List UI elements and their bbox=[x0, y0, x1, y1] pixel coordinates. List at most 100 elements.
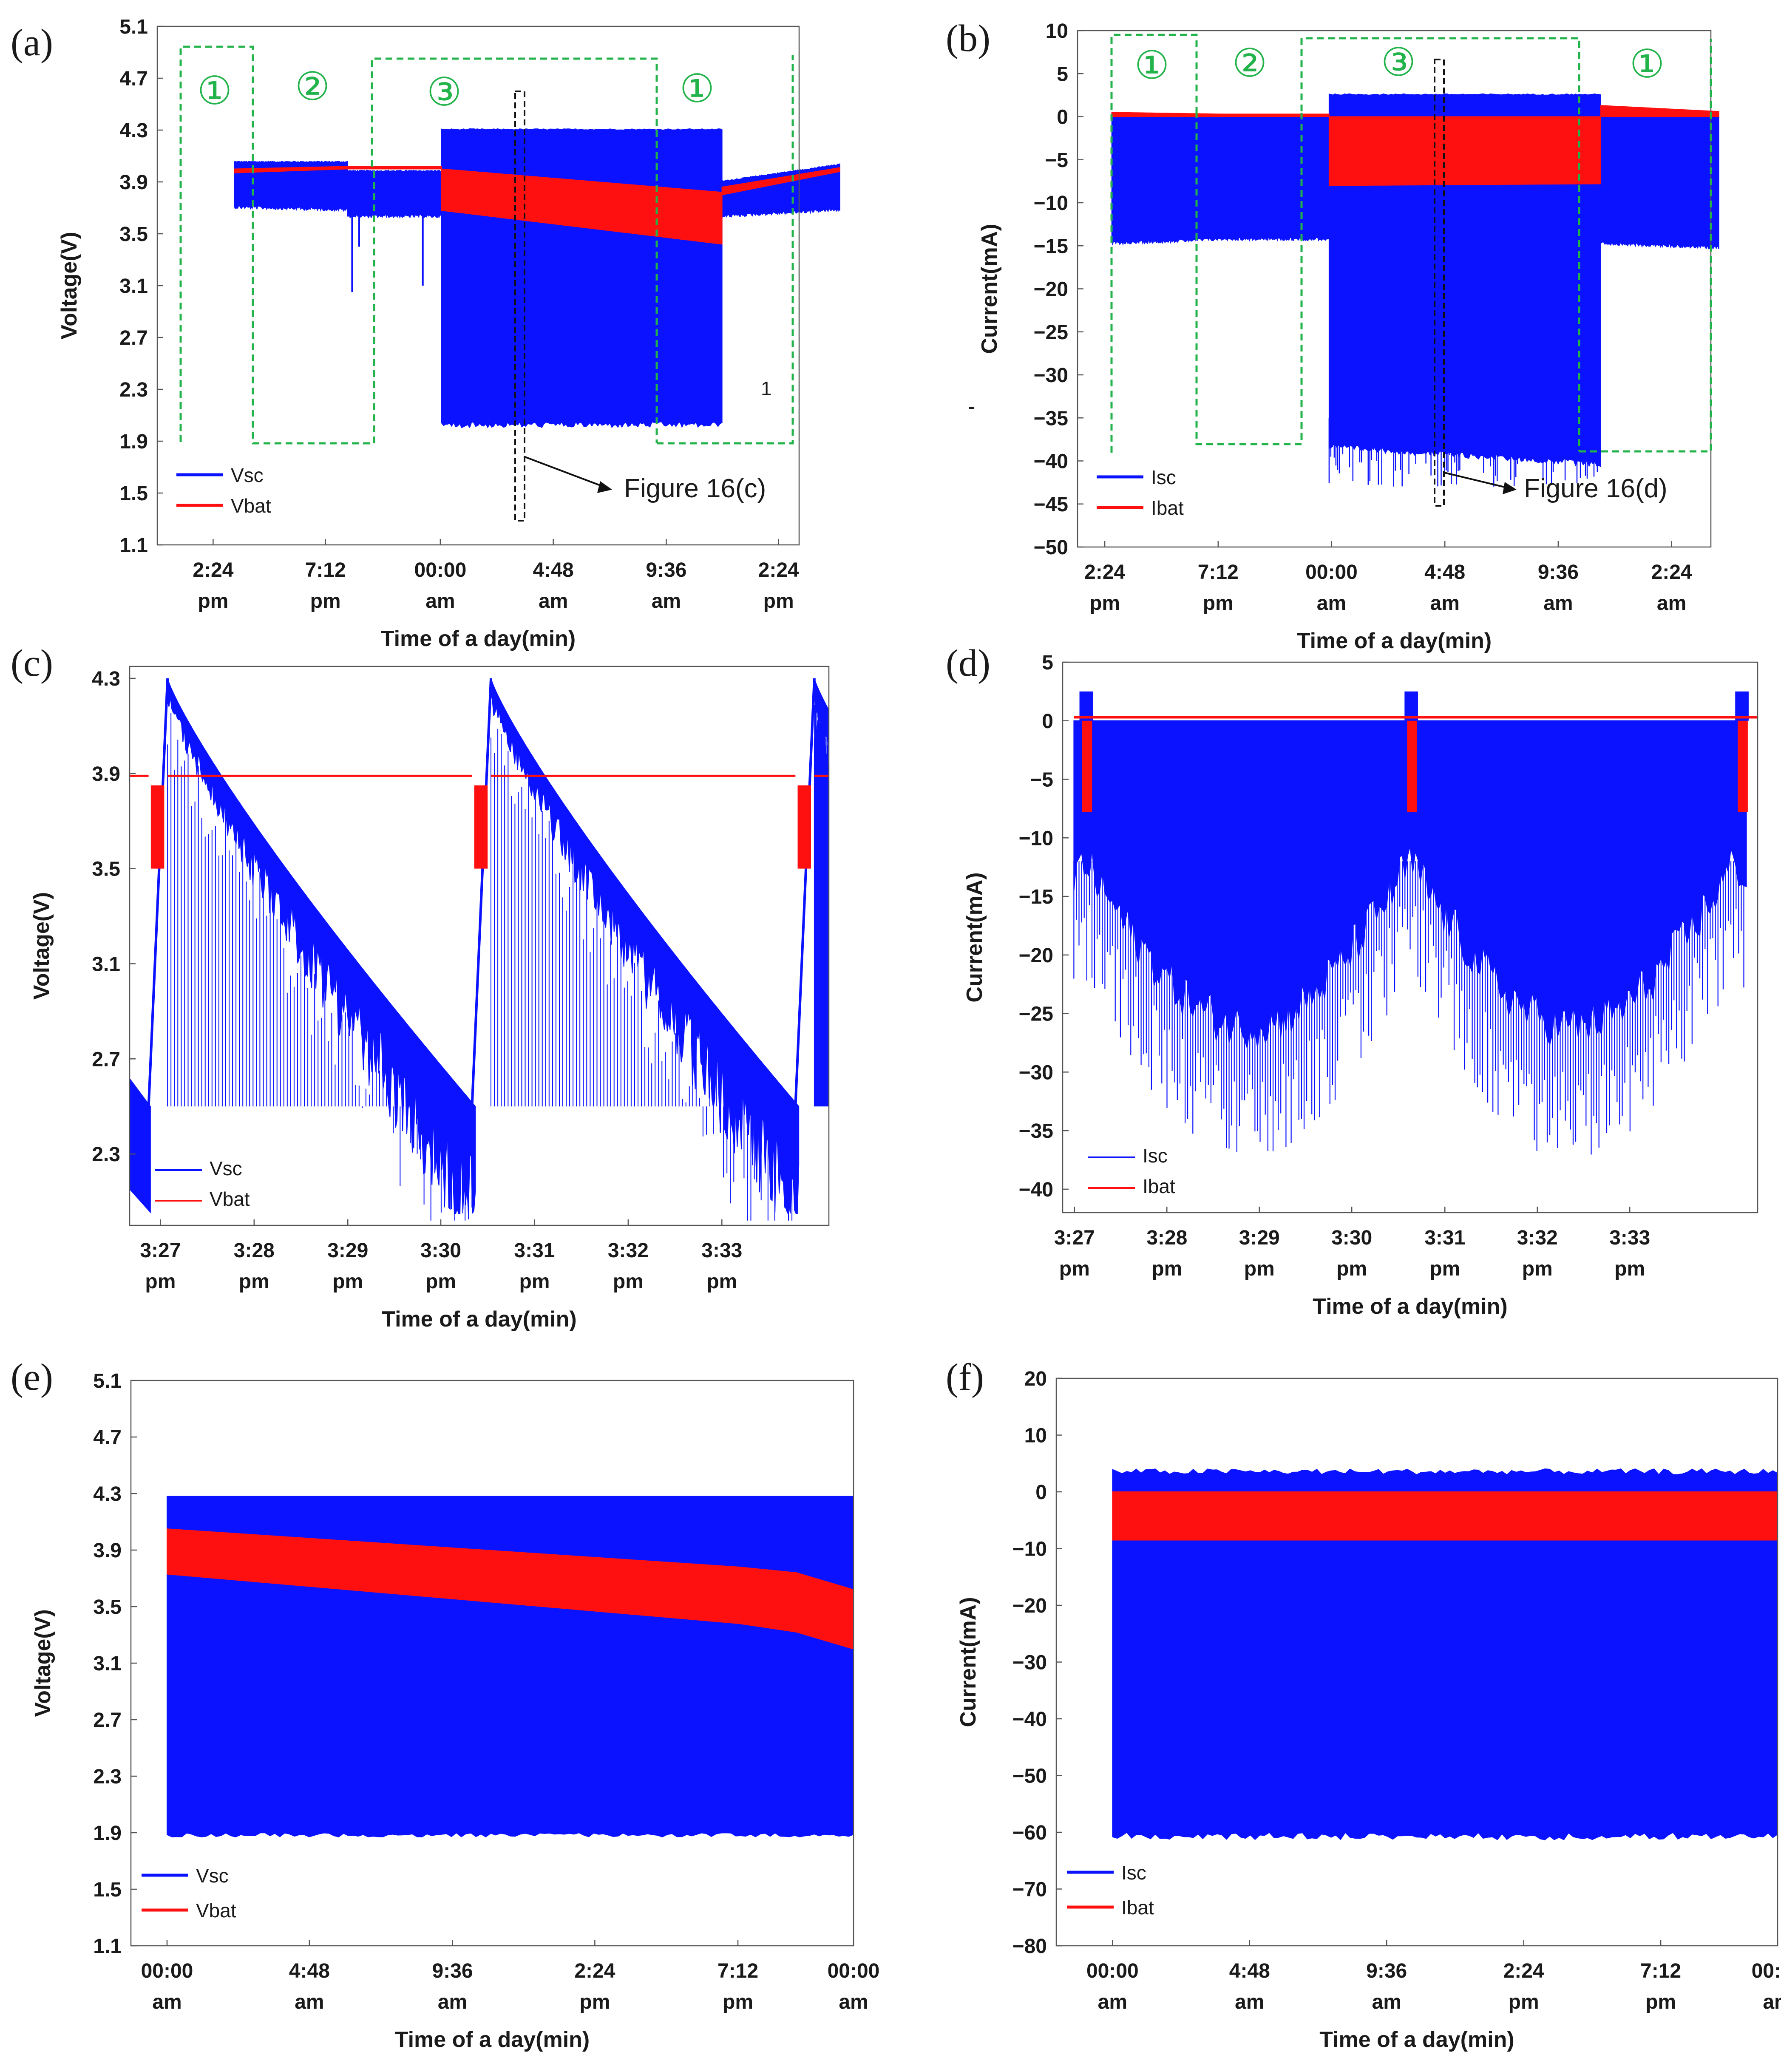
series-ibat-segment bbox=[1600, 105, 1719, 117]
x-tick-label: 4:48 bbox=[1229, 1960, 1270, 1982]
y-tick-label: 5.1 bbox=[93, 1370, 122, 1392]
series-ibat-segment bbox=[1111, 112, 1223, 117]
series-vsc-dip bbox=[351, 208, 527, 292]
y-tick-label: −35 bbox=[1034, 407, 1068, 430]
x-tick-label: 3:33 bbox=[1609, 1227, 1650, 1249]
y-tick-label: −50 bbox=[1034, 536, 1068, 559]
panel-label: (c) bbox=[11, 642, 53, 684]
y-tick-label: 2.3 bbox=[93, 1766, 122, 1788]
y-axis-label: Current(mA) bbox=[962, 872, 987, 1002]
x-tick-label: 3:29 bbox=[327, 1239, 368, 1262]
x-tick-label: 00:00 bbox=[414, 559, 467, 581]
series-isc-pulse bbox=[1079, 691, 1093, 721]
x-tick-suffix: pm bbox=[1151, 1258, 1182, 1280]
series-vsc-spike bbox=[167, 713, 473, 1221]
x-tick-label: 00:00 bbox=[141, 1960, 193, 1982]
y-tick-label: 1.1 bbox=[93, 1935, 122, 1958]
x-tick-label: 7:12 bbox=[1198, 561, 1239, 584]
legend-label-ibat: Ibat bbox=[1151, 497, 1184, 519]
y-tick-label: 5 bbox=[1042, 652, 1053, 674]
y-tick-label: −5 bbox=[1030, 769, 1053, 791]
x-tick-suffix: am bbox=[295, 1991, 324, 2013]
x-tick-label: 00:00 bbox=[1752, 1960, 1781, 1982]
series-ibat-segment bbox=[1328, 116, 1601, 186]
series-isc-segment bbox=[1111, 111, 1223, 246]
zone-box bbox=[1300, 37, 1580, 451]
legend-label-vsc: Vsc bbox=[210, 1157, 242, 1179]
legend-label-vsc: Vsc bbox=[196, 1865, 229, 1887]
series-vbat-segment bbox=[441, 168, 723, 245]
y-tick-label: 2.7 bbox=[119, 327, 148, 349]
x-tick-label: 3:32 bbox=[1517, 1227, 1558, 1249]
series-vsc-rise bbox=[471, 678, 493, 1107]
x-tick-suffix: pm bbox=[763, 590, 794, 612]
panel-a: 1.1 1.5 1.9 2.3 2.7 3.1 3.5 3.9 4.3 4.7 5.1 2:24 pm 7… bbox=[11, 16, 840, 651]
y-tick-label: 4.3 bbox=[119, 119, 148, 142]
plot-frame bbox=[129, 666, 830, 1226]
y-tick-label: 3.1 bbox=[93, 1652, 122, 1675]
x-axis-label: Time of a day(min) bbox=[381, 626, 576, 651]
y-tick-label: 5 bbox=[1057, 63, 1068, 85]
x-tick-label: 9:36 bbox=[1538, 561, 1579, 584]
x-axis-label: Time of a day(min) bbox=[1319, 2027, 1514, 2052]
annotation-arrow bbox=[525, 456, 604, 488]
panel-d: −40 −35 −30 −25 −20 −15 −10 −5 0 5 3:27 pm 3:28 pm 3:2… bbox=[946, 642, 1758, 1319]
x-tick-label: 3:31 bbox=[1424, 1227, 1465, 1249]
y-tick-label: 4.7 bbox=[93, 1426, 122, 1449]
series-ibat-pulse bbox=[1407, 720, 1417, 812]
x-tick-label: 3:32 bbox=[608, 1239, 649, 1262]
panel-b: −50−45−40−35−30−25−20−15−10−505102:24pm7… bbox=[946, 17, 1719, 653]
y-tick-label: 3.9 bbox=[92, 763, 120, 785]
y-tick-label: −80 bbox=[1012, 1935, 1047, 1958]
y-tick-label: 20 bbox=[1024, 1368, 1047, 1390]
x-tick-suffix: am bbox=[1543, 592, 1573, 615]
x-tick-label: 4:48 bbox=[289, 1960, 330, 1982]
y-tick-label: −30 bbox=[1034, 364, 1068, 387]
x-tick-label: 3:33 bbox=[701, 1239, 742, 1262]
zone-label-3: ③ bbox=[1381, 40, 1416, 85]
series-vsc-spike bbox=[814, 705, 829, 1107]
legend-label-ibat: Ibat bbox=[1143, 1175, 1175, 1197]
series-vsc-rise bbox=[794, 678, 816, 1107]
y-tick-label: −10 bbox=[1012, 1538, 1047, 1561]
x-tick-suffix: pm bbox=[198, 590, 228, 612]
y-tick-label: −40 bbox=[1012, 1708, 1047, 1731]
x-axis-label: Time of a day(min) bbox=[1297, 629, 1492, 653]
series-vsc-cycle bbox=[167, 678, 476, 1214]
x-tick-suffix: am bbox=[539, 590, 568, 612]
y-axis-label: Voltage(V) bbox=[29, 892, 54, 1000]
y-tick-label: −40 bbox=[1019, 1179, 1053, 1201]
zone-label-2: ② bbox=[1232, 40, 1267, 86]
y-tick-label: −20 bbox=[1012, 1595, 1047, 1617]
y-tick-label: 2.3 bbox=[119, 379, 148, 401]
y-tick-label: −10 bbox=[1034, 192, 1068, 215]
annotation-arrowhead bbox=[597, 481, 612, 493]
y-tick-label: −60 bbox=[1012, 1822, 1047, 1844]
y-tick-label: −25 bbox=[1034, 321, 1068, 344]
y-tick-label: 3.5 bbox=[119, 223, 148, 246]
x-tick-suffix: am bbox=[652, 590, 681, 612]
series-ibat-segment bbox=[1222, 113, 1330, 117]
annotation-text: Figure 16(c) bbox=[624, 474, 766, 503]
x-tick-label: 00:00 bbox=[1305, 561, 1358, 584]
x-tick-label: 00:00 bbox=[828, 1960, 880, 1982]
series-isc-segment bbox=[1222, 114, 1330, 242]
series-vsc-cycle bbox=[491, 678, 800, 1214]
y-tick-label: 1.9 bbox=[119, 431, 148, 453]
y-axis-label: Voltage(V) bbox=[31, 1609, 55, 1717]
legend-label-vbat: Vbat bbox=[196, 1899, 236, 1922]
x-tick-label: 7:12 bbox=[1640, 1960, 1681, 1982]
x-tick-suffix: pm bbox=[145, 1270, 176, 1293]
series-vbat-charge bbox=[797, 785, 811, 869]
y-tick-label: −50 bbox=[1012, 1765, 1047, 1788]
y-tick-label: 10 bbox=[1046, 20, 1068, 43]
x-tick-suffix: pm bbox=[579, 1991, 610, 2013]
annotation-arrowhead bbox=[1503, 482, 1517, 494]
y-tick-label: 2.7 bbox=[93, 1709, 122, 1732]
x-tick-suffix: pm bbox=[519, 1270, 550, 1293]
x-tick-suffix: am bbox=[1317, 592, 1346, 615]
y-tick-label: 2.3 bbox=[92, 1143, 120, 1166]
x-tick-suffix: pm bbox=[1089, 592, 1120, 615]
series-vbat-segment bbox=[347, 166, 442, 170]
